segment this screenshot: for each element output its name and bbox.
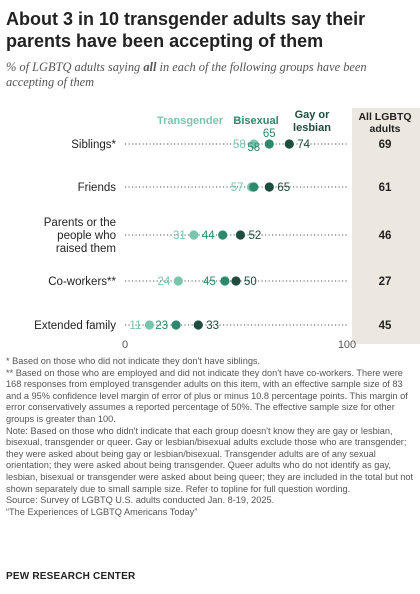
data-point <box>193 320 203 330</box>
data-point <box>249 139 259 149</box>
data-label: 44 <box>202 230 215 242</box>
data-point <box>171 320 181 330</box>
x-tick-label: 0 <box>122 339 128 351</box>
subtitle-prefix: % of LGBTQ adults saying <box>6 60 144 74</box>
total-column-header: All LGBTQ <box>358 111 411 123</box>
data-label: 31 <box>173 230 186 242</box>
chart-subtitle: % of LGBTQ adults saying all in each of … <box>6 60 410 90</box>
legend-bisexual: Bisexual <box>233 115 278 127</box>
total-value: 27 <box>379 276 392 288</box>
category-label: Extended family <box>34 320 116 332</box>
total-column-bg <box>352 108 420 344</box>
legend-transgender: Transgender <box>157 115 224 127</box>
data-point <box>173 276 183 286</box>
subtitle-emphasis: all <box>143 60 157 74</box>
category-label: Parents or the <box>44 217 116 229</box>
category-label: Siblings* <box>71 139 116 151</box>
data-label: 24 <box>157 276 170 288</box>
data-label: 23 <box>155 320 168 332</box>
notes-block: * Based on those who did not indicate th… <box>6 356 416 518</box>
data-label: 58 <box>247 142 260 154</box>
data-label: 11 <box>129 320 141 332</box>
x-tick-label: 100 <box>338 339 356 351</box>
category-label: people who <box>57 230 116 242</box>
chart-title: About 3 in 10 transgender adults say the… <box>6 9 366 51</box>
data-label: 65 <box>277 182 290 194</box>
data-point <box>264 182 274 192</box>
total-value: 69 <box>379 139 392 151</box>
total-value: 46 <box>379 230 392 242</box>
data-label: 50 <box>244 276 257 288</box>
subtitle-suffix: in each of the following groups have bee… <box>6 60 367 89</box>
data-point <box>218 230 228 240</box>
data-point <box>220 276 230 286</box>
data-label: 45 <box>203 276 216 288</box>
data-label: 65 <box>263 128 276 140</box>
total-value: 45 <box>379 320 392 332</box>
footnote-siblings: * Based on those who did not indicate th… <box>6 356 261 366</box>
data-label: 74 <box>297 139 310 151</box>
category-label: Co-workers** <box>48 276 116 288</box>
total-column-header: adults <box>370 123 401 135</box>
data-label: 33 <box>206 320 219 332</box>
data-point <box>235 230 246 240</box>
source-line: Source: Survey of LGBTQ U.S. adults cond… <box>6 495 275 506</box>
data-label: 52 <box>248 230 261 242</box>
total-value: 61 <box>379 182 392 194</box>
data-label: 58 <box>233 139 246 151</box>
footnote-coworkers: ** Based on those who are employed and d… <box>6 367 408 424</box>
data-point <box>189 230 199 240</box>
data-point <box>144 320 155 330</box>
data-point <box>231 276 241 286</box>
data-point <box>249 182 259 192</box>
footer-org: PEW RESEARCH CENTER <box>6 571 136 582</box>
data-point <box>264 139 274 149</box>
data-point <box>284 139 294 149</box>
legend-gay_lesbian: lesbian <box>293 122 331 134</box>
report-title: “The Experiences of LGBTQ Americans Toda… <box>6 506 198 517</box>
category-label: raised them <box>56 243 116 255</box>
data-label: 57 <box>231 182 244 194</box>
legend-gay_lesbian: Gay or <box>295 109 331 121</box>
category-label: Friends <box>78 182 117 194</box>
methodology-note: Note: Based on those who didn't indicate… <box>6 425 414 494</box>
